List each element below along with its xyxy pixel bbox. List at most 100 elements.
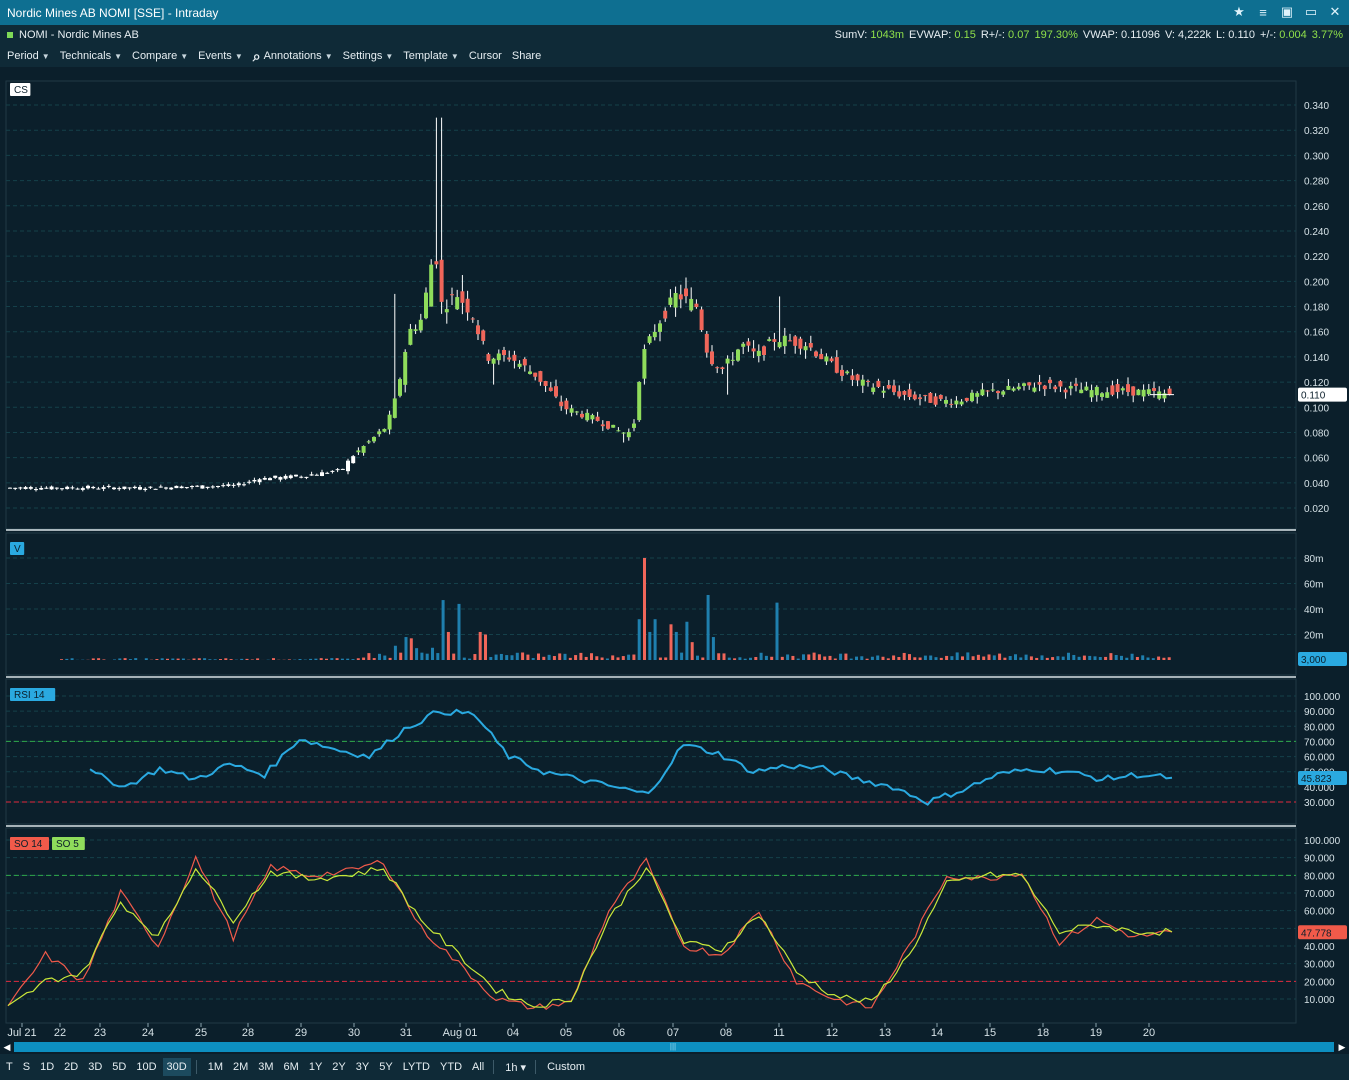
volume-bar <box>605 658 609 660</box>
price-candle <box>959 401 964 405</box>
period-button-t[interactable]: T <box>6 1061 13 1073</box>
interval-dropdown[interactable]: 1h ▾ <box>505 1061 527 1074</box>
volume-bar <box>876 655 880 660</box>
price-candle <box>725 358 730 364</box>
volume-bar <box>542 656 546 660</box>
restore-icon[interactable]: ▭ <box>1304 4 1318 19</box>
volume-bar <box>91 658 95 660</box>
volume-bar <box>590 653 593 660</box>
menu-lines-icon[interactable]: ≡ <box>1259 4 1267 20</box>
period-button-1d[interactable]: 1D <box>40 1061 55 1073</box>
scroll-track[interactable] <box>14 1042 1334 1052</box>
volume-bar <box>505 655 509 660</box>
menu-events[interactable]: Events ▼ <box>198 50 243 62</box>
rsi-tick-label: 60.000 <box>1304 753 1335 764</box>
horizontal-scrollbar[interactable]: ◀ ||| ▶ <box>0 1040 1349 1054</box>
menu-template[interactable]: Template ▼ <box>403 50 459 62</box>
price-candle <box>559 401 564 407</box>
status-square-icon <box>7 32 13 38</box>
search-icon: ⌕ <box>252 47 261 64</box>
stat-value: 0.11096 <box>1121 29 1160 41</box>
price-candle <box>522 358 527 366</box>
x-axis-label: 06 <box>613 1027 625 1039</box>
panel-rsi-frame[interactable] <box>5 678 1297 825</box>
chart-area[interactable]: 0.020 0.040 0.060 0.080 0.100 0.120 0.140 0.160… <box>0 67 1349 1040</box>
price-candle <box>626 432 631 438</box>
menu-share[interactable]: Share <box>512 50 541 62</box>
volume-bar <box>722 653 726 660</box>
volume-bar <box>812 652 816 660</box>
rsi-tick-label: 30.000 <box>1304 798 1335 809</box>
scroll-grip-icon[interactable]: ||| <box>669 1042 677 1051</box>
scroll-left-arrow-icon[interactable]: ◀ <box>3 1041 11 1052</box>
period-button-5d[interactable]: 5D <box>112 1061 127 1073</box>
price-candle <box>668 297 673 305</box>
price-candle <box>996 391 1000 394</box>
period-button-3d[interactable]: 3D <box>88 1061 103 1073</box>
range-button-lytd[interactable]: LYTD <box>402 1061 431 1073</box>
volume-bar <box>245 658 249 660</box>
custom-button[interactable]: Custom <box>547 1061 585 1073</box>
price-candle <box>788 340 792 342</box>
so14-panel-tag-bg <box>10 837 49 850</box>
volume-bar <box>531 658 535 660</box>
range-button-1m[interactable]: 1M <box>207 1061 223 1073</box>
price-candle <box>70 487 75 489</box>
volume-bar <box>759 652 763 660</box>
period-button-s[interactable]: S <box>22 1061 31 1073</box>
favorite-star-icon[interactable]: ★ <box>1233 4 1245 19</box>
range-button-1y[interactable]: 1Y <box>308 1061 323 1073</box>
chart-svg[interactable]: 0.020 0.040 0.060 0.080 0.100 0.120 0.140 0.160… <box>0 67 1349 1040</box>
volume-bar <box>1067 652 1070 660</box>
scroll-right-arrow-icon[interactable]: ▶ <box>1338 1041 1346 1052</box>
price-candle <box>933 396 938 405</box>
price-tick-label: 0.080 <box>1304 428 1329 439</box>
price-candle <box>320 472 324 477</box>
volume-bar <box>733 658 737 660</box>
period-button-30d[interactable]: 30D <box>162 1058 191 1076</box>
volume-bar <box>770 656 774 660</box>
range-button-3m[interactable]: 3M <box>258 1061 274 1073</box>
range-button-2y[interactable]: 2Y <box>332 1061 346 1073</box>
x-axis-label: 13 <box>879 1027 891 1039</box>
menu-label: Technicals <box>59 50 112 62</box>
price-candle <box>637 381 642 421</box>
price-candle <box>1131 386 1136 396</box>
menu-technicals[interactable]: Technicals ▼ <box>60 50 122 62</box>
panel-price-frame[interactable] <box>5 80 1297 530</box>
price-candle <box>184 487 189 489</box>
stat-item: 3.77% <box>1312 29 1343 41</box>
menu-cursor[interactable]: Cursor <box>469 50 502 62</box>
x-axis-label: 22 <box>54 1027 66 1039</box>
volume-bar <box>1114 654 1118 660</box>
range-button-5y[interactable]: 5Y <box>379 1061 393 1073</box>
menu-period[interactable]: Period ▼ <box>7 50 50 62</box>
close-icon[interactable]: ✕ <box>1329 4 1341 19</box>
range-button-ytd[interactable]: YTD <box>440 1061 463 1073</box>
range-button-all[interactable]: All <box>472 1061 485 1073</box>
x-axis-label: 24 <box>142 1027 154 1039</box>
price-candle <box>398 379 402 396</box>
price-candle <box>1063 389 1068 393</box>
volume-bar <box>1029 656 1033 660</box>
price-candle <box>1037 381 1042 385</box>
range-button-6m[interactable]: 6M <box>283 1061 299 1073</box>
price-candle <box>112 487 116 490</box>
period-button-2d[interactable]: 2D <box>64 1061 79 1073</box>
price-candle <box>283 475 288 479</box>
range-button-3y[interactable]: 3Y <box>355 1061 370 1073</box>
price-candle <box>704 333 709 353</box>
menu-settings[interactable]: Settings ▼ <box>343 50 394 62</box>
price-candle <box>314 474 319 476</box>
menu-compare[interactable]: Compare ▼ <box>132 50 188 62</box>
volume-bar <box>399 652 403 660</box>
so5-panel-tag-bg <box>52 837 85 850</box>
volume-bar <box>181 658 185 660</box>
range-button-2m[interactable]: 2M <box>232 1061 249 1073</box>
price-candle <box>377 431 382 435</box>
price-candle <box>923 395 928 397</box>
volume-bar <box>70 658 74 660</box>
period-button-10d[interactable]: 10D <box>136 1061 157 1073</box>
menu-annotations[interactable]: ⌕ Annotations ▼ <box>253 48 333 65</box>
link-icon[interactable]: ▣ <box>1280 4 1294 19</box>
